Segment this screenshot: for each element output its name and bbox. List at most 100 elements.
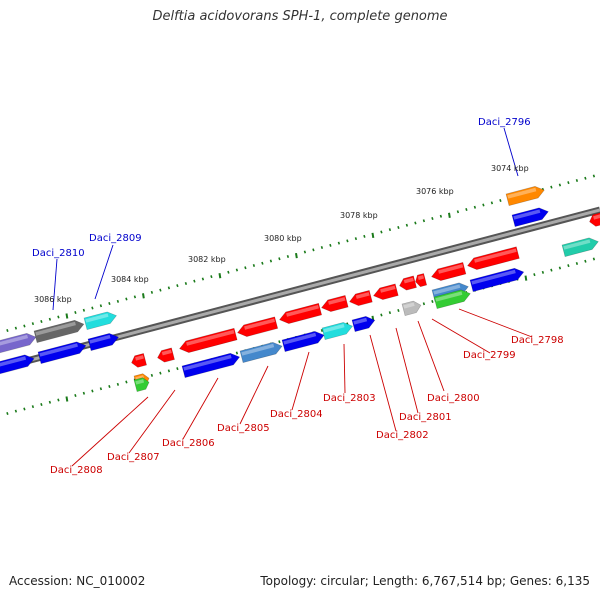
tick-mark xyxy=(201,277,205,281)
tick-mark xyxy=(108,385,111,389)
gene-feature[interactable] xyxy=(0,331,38,355)
tick-mark xyxy=(14,409,18,413)
tick-mark xyxy=(592,257,596,261)
gene-label-daci-2809[interactable]: Daci_2809 xyxy=(89,233,142,244)
tick-mark xyxy=(133,295,137,299)
tick-mark xyxy=(142,293,145,299)
tick-mark xyxy=(320,246,324,250)
gene-feature[interactable] xyxy=(133,376,151,392)
tick-mark xyxy=(14,326,18,330)
tick-mark xyxy=(431,299,434,303)
gene-label-daci-2806[interactable]: Daci_2806 xyxy=(162,438,215,449)
gene-label-daci-2800[interactable]: Daci_2800 xyxy=(427,393,480,404)
gene-feature[interactable] xyxy=(401,299,422,316)
gene-feature[interactable] xyxy=(236,316,279,339)
tick-mark xyxy=(48,400,52,404)
gene-label-daci-2810[interactable]: Daci_2810 xyxy=(32,248,85,259)
tick-mark xyxy=(74,394,77,398)
gene-feature[interactable] xyxy=(466,246,520,272)
tick-mark xyxy=(91,389,94,393)
gene-label-daci-2808[interactable]: Daci_2808 xyxy=(50,465,103,476)
gene-feature[interactable] xyxy=(278,302,323,325)
gene-label-daci-2807[interactable]: Daci_2807 xyxy=(107,452,160,463)
tick-mark xyxy=(150,373,154,377)
tick-mark xyxy=(6,328,9,332)
gene-feature[interactable] xyxy=(469,266,525,292)
tick-mark xyxy=(422,219,426,223)
tick-mark xyxy=(354,237,358,241)
tick-mark xyxy=(31,405,35,409)
kbp-label-3078: 3078 kbp xyxy=(340,211,378,220)
tick-mark xyxy=(397,308,400,312)
gene-label-daci-2801[interactable]: Daci_2801 xyxy=(399,412,452,423)
tick-row-upper xyxy=(0,174,596,334)
gene-feature[interactable] xyxy=(372,283,399,302)
gene-feature[interactable] xyxy=(0,353,36,376)
leader-daci-2806 xyxy=(182,377,219,440)
tick-mark xyxy=(558,183,562,187)
tick-mark xyxy=(431,216,434,220)
gene-feature[interactable] xyxy=(181,351,241,378)
gene-feature[interactable] xyxy=(33,318,85,343)
tick-mark xyxy=(40,319,43,323)
tick-mark xyxy=(286,255,290,259)
gene-label-daci-2796[interactable]: Daci_2796 xyxy=(478,117,531,128)
tick-mark xyxy=(380,313,383,317)
gene-features xyxy=(0,184,600,392)
gene-feature-daci-2796[interactable] xyxy=(505,184,546,206)
gene-label-daci-2798[interactable]: Daci_2798 xyxy=(511,335,564,346)
tick-mark xyxy=(320,329,324,333)
tick-mark xyxy=(473,205,477,209)
tick-mark xyxy=(592,174,596,178)
kbp-label-3074: 3074 kbp xyxy=(491,164,529,173)
gene-feature[interactable] xyxy=(239,340,284,363)
gene-labels-top: Daci_2796 Daci_2809 Daci_2810 xyxy=(32,117,531,259)
leader-daci-2802 xyxy=(369,334,397,432)
gene-feature[interactable] xyxy=(398,275,417,292)
tick-mark xyxy=(261,261,264,265)
gene-feature[interactable] xyxy=(348,290,373,307)
tick-mark xyxy=(363,234,366,238)
tick-mark xyxy=(167,286,171,290)
tick-mark xyxy=(23,324,26,328)
gene-feature[interactable] xyxy=(156,347,175,364)
gene-label-daci-2804[interactable]: Daci_2804 xyxy=(270,409,323,420)
leader-daci-2807 xyxy=(128,389,176,454)
gene-label-daci-2799[interactable]: Daci_2799 xyxy=(463,350,516,361)
gene-feature[interactable] xyxy=(320,295,349,313)
gene-feature[interactable] xyxy=(281,329,326,352)
gene-feature[interactable] xyxy=(37,340,87,364)
tick-mark xyxy=(82,308,86,312)
tick-mark xyxy=(184,281,188,285)
tick-mark xyxy=(227,270,230,274)
gene-feature[interactable] xyxy=(430,261,467,282)
tick-mark xyxy=(159,371,162,375)
gene-feature[interactable] xyxy=(351,314,376,332)
gene-feature[interactable] xyxy=(433,288,472,309)
tick-mark xyxy=(550,185,553,189)
tick-mark xyxy=(465,208,468,212)
gene-label-daci-2803[interactable]: Daci_2803 xyxy=(323,393,376,404)
gene-feature[interactable] xyxy=(178,327,238,354)
gene-label-daci-2802[interactable]: Daci_2802 xyxy=(376,430,429,441)
tick-mark xyxy=(567,181,570,185)
tick-mark xyxy=(82,391,86,395)
tick-mark xyxy=(533,273,536,277)
gene-label-daci-2805[interactable]: Daci_2805 xyxy=(217,423,270,434)
gene-feature[interactable] xyxy=(87,331,120,351)
tick-mark xyxy=(40,402,43,406)
gene-feature[interactable] xyxy=(414,273,428,288)
tick-mark xyxy=(558,266,562,270)
leader-daci-2796 xyxy=(503,127,519,177)
tick-mark xyxy=(167,369,171,373)
gene-feature[interactable] xyxy=(130,353,147,368)
kbp-label-3084: 3084 kbp xyxy=(111,275,149,284)
gene-feature[interactable] xyxy=(321,320,354,340)
gene-feature[interactable] xyxy=(511,206,550,227)
tick-mark xyxy=(337,241,341,245)
tick-mark xyxy=(244,266,247,270)
gene-feature-daci-2809[interactable] xyxy=(83,310,118,330)
leader-daci-2803 xyxy=(343,343,346,394)
tick-mark xyxy=(91,306,94,310)
gene-feature[interactable] xyxy=(561,236,600,257)
